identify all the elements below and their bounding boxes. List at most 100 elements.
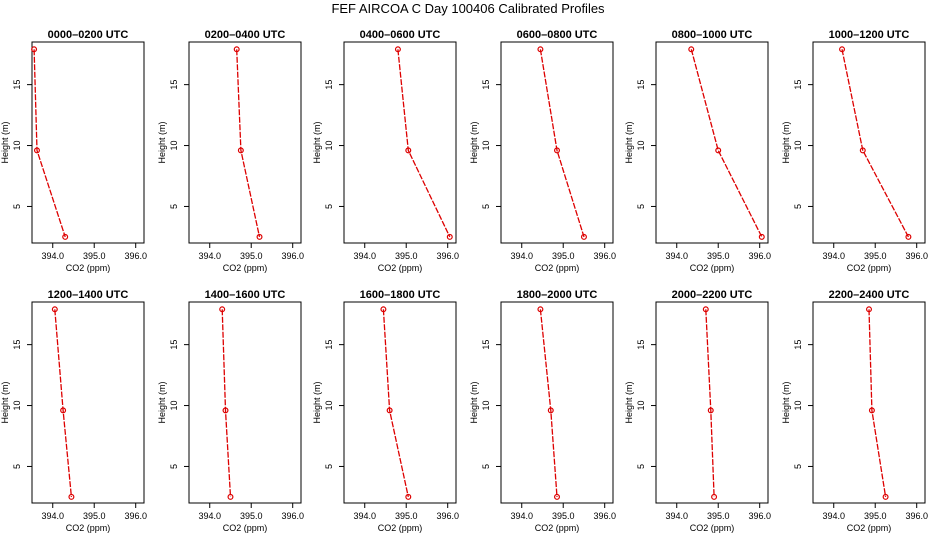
profile-line bbox=[236, 49, 261, 238]
y-tick-label: 15 bbox=[169, 80, 179, 90]
y-axis-label: Height (m) bbox=[781, 381, 791, 423]
y-axis-label: Height (m) bbox=[157, 381, 167, 423]
data-point bbox=[553, 493, 560, 500]
y-tick-label: 10 bbox=[324, 401, 334, 411]
x-axis-label: CO2 (ppm) bbox=[378, 523, 423, 533]
plot-frame bbox=[31, 41, 145, 244]
data-point bbox=[580, 233, 587, 240]
y-tick-label: 5 bbox=[793, 464, 803, 469]
panel-10: 1800–2000 UTC 394.0 395.0 396.0 CO2 (ppm) 5 10… bbox=[469, 289, 616, 533]
data-point bbox=[882, 493, 889, 500]
x-tick-label: 394.0 bbox=[198, 511, 221, 521]
x-tick-label: 395.0 bbox=[83, 511, 106, 521]
x-tick-label: 396.0 bbox=[436, 511, 459, 521]
y-tick-label: 5 bbox=[169, 204, 179, 209]
y-tick-label: 5 bbox=[324, 204, 334, 209]
x-tick-label: 394.0 bbox=[822, 511, 845, 521]
y-tick-label: 15 bbox=[12, 80, 22, 90]
y-tick-label: 15 bbox=[324, 80, 334, 90]
plot-frame bbox=[655, 301, 769, 504]
profile-line bbox=[868, 309, 887, 498]
y-axis-label: Height (m) bbox=[0, 121, 10, 163]
data-point bbox=[537, 306, 544, 313]
y-tick-label: 15 bbox=[481, 80, 491, 90]
data-point bbox=[227, 493, 234, 500]
x-tick-label: 396.0 bbox=[436, 251, 459, 261]
x-tick-label: 395.0 bbox=[240, 251, 263, 261]
data-point bbox=[33, 147, 40, 154]
y-tick-label: 15 bbox=[793, 80, 803, 90]
x-tick-label: 396.0 bbox=[124, 251, 147, 261]
y-tick-label: 10 bbox=[169, 141, 179, 151]
plot-frame bbox=[812, 301, 926, 504]
y-tick-label: 5 bbox=[481, 464, 491, 469]
x-tick-label: 396.0 bbox=[905, 251, 928, 261]
y-axis-label: Height (m) bbox=[469, 381, 479, 423]
profile-line bbox=[33, 49, 66, 238]
x-tick-label: 396.0 bbox=[281, 511, 304, 521]
panel-title: 0800–1000 UTC bbox=[672, 29, 753, 41]
profile-line bbox=[539, 309, 558, 497]
y-tick-label: 15 bbox=[324, 340, 334, 350]
data-point bbox=[405, 493, 412, 500]
x-axis-label: CO2 (ppm) bbox=[223, 523, 268, 533]
x-tick-label: 396.0 bbox=[748, 511, 771, 521]
y-axis-label: Height (m) bbox=[781, 121, 791, 163]
y-tick-label: 5 bbox=[636, 204, 646, 209]
data-point bbox=[758, 233, 765, 240]
y-tick-label: 5 bbox=[12, 204, 22, 209]
plot-frame bbox=[343, 41, 457, 244]
profile-line bbox=[690, 49, 763, 238]
x-tick-label: 395.0 bbox=[83, 251, 106, 261]
x-axis-label: CO2 (ppm) bbox=[66, 263, 111, 273]
panel-title: 2200–2400 UTC bbox=[829, 289, 910, 301]
x-tick-label: 396.0 bbox=[905, 511, 928, 521]
x-tick-label: 394.0 bbox=[353, 511, 376, 521]
data-point bbox=[394, 46, 401, 53]
data-point bbox=[237, 147, 244, 154]
y-axis-label: Height (m) bbox=[624, 381, 634, 423]
data-point bbox=[547, 407, 554, 414]
y-tick-label: 10 bbox=[793, 401, 803, 411]
x-tick-label: 396.0 bbox=[281, 251, 304, 261]
panel-5: 0800–1000 UTC 394.0 395.0 396.0 CO2 (ppm) 5 10… bbox=[624, 29, 771, 273]
panel-9: 1600–1800 UTC 394.0 395.0 396.0 CO2 (ppm) 5 10… bbox=[312, 289, 459, 533]
data-point bbox=[715, 147, 722, 154]
x-tick-label: 394.0 bbox=[41, 511, 64, 521]
x-tick-label: 395.0 bbox=[395, 511, 418, 521]
x-tick-label: 396.0 bbox=[748, 251, 771, 261]
x-axis-label: CO2 (ppm) bbox=[535, 523, 580, 533]
y-tick-label: 10 bbox=[636, 401, 646, 411]
panel-title: 1800–2000 UTC bbox=[517, 289, 598, 301]
data-point bbox=[68, 493, 75, 500]
data-point bbox=[905, 233, 912, 240]
y-tick-label: 5 bbox=[12, 464, 22, 469]
y-tick-label: 10 bbox=[481, 401, 491, 411]
profile-line bbox=[705, 309, 715, 497]
data-point bbox=[31, 46, 38, 53]
panel-title: 0200–0400 UTC bbox=[205, 29, 286, 41]
x-tick-label: 394.0 bbox=[665, 511, 688, 521]
y-tick-label: 10 bbox=[793, 141, 803, 151]
panel-7: 1200–1400 UTC 394.0 395.0 396.0 CO2 (ppm) 5 10… bbox=[0, 289, 147, 533]
data-point bbox=[51, 306, 58, 313]
panel-2: 0200–0400 UTC 394.0 395.0 396.0 CO2 (ppm) 5 10… bbox=[157, 29, 304, 273]
data-point bbox=[859, 147, 866, 154]
y-tick-label: 10 bbox=[636, 141, 646, 151]
data-point bbox=[256, 233, 263, 240]
y-tick-label: 5 bbox=[793, 204, 803, 209]
y-tick-label: 15 bbox=[169, 340, 179, 350]
data-point bbox=[62, 233, 69, 240]
x-tick-label: 394.0 bbox=[510, 511, 533, 521]
data-point bbox=[702, 306, 709, 313]
x-axis-label: CO2 (ppm) bbox=[690, 523, 735, 533]
profile-line bbox=[841, 49, 909, 238]
data-point bbox=[688, 46, 695, 53]
x-tick-label: 395.0 bbox=[240, 511, 263, 521]
profile-line bbox=[382, 309, 409, 498]
x-tick-label: 395.0 bbox=[707, 251, 730, 261]
profile-line bbox=[397, 49, 451, 238]
y-tick-label: 15 bbox=[636, 340, 646, 350]
x-tick-label: 395.0 bbox=[552, 511, 575, 521]
